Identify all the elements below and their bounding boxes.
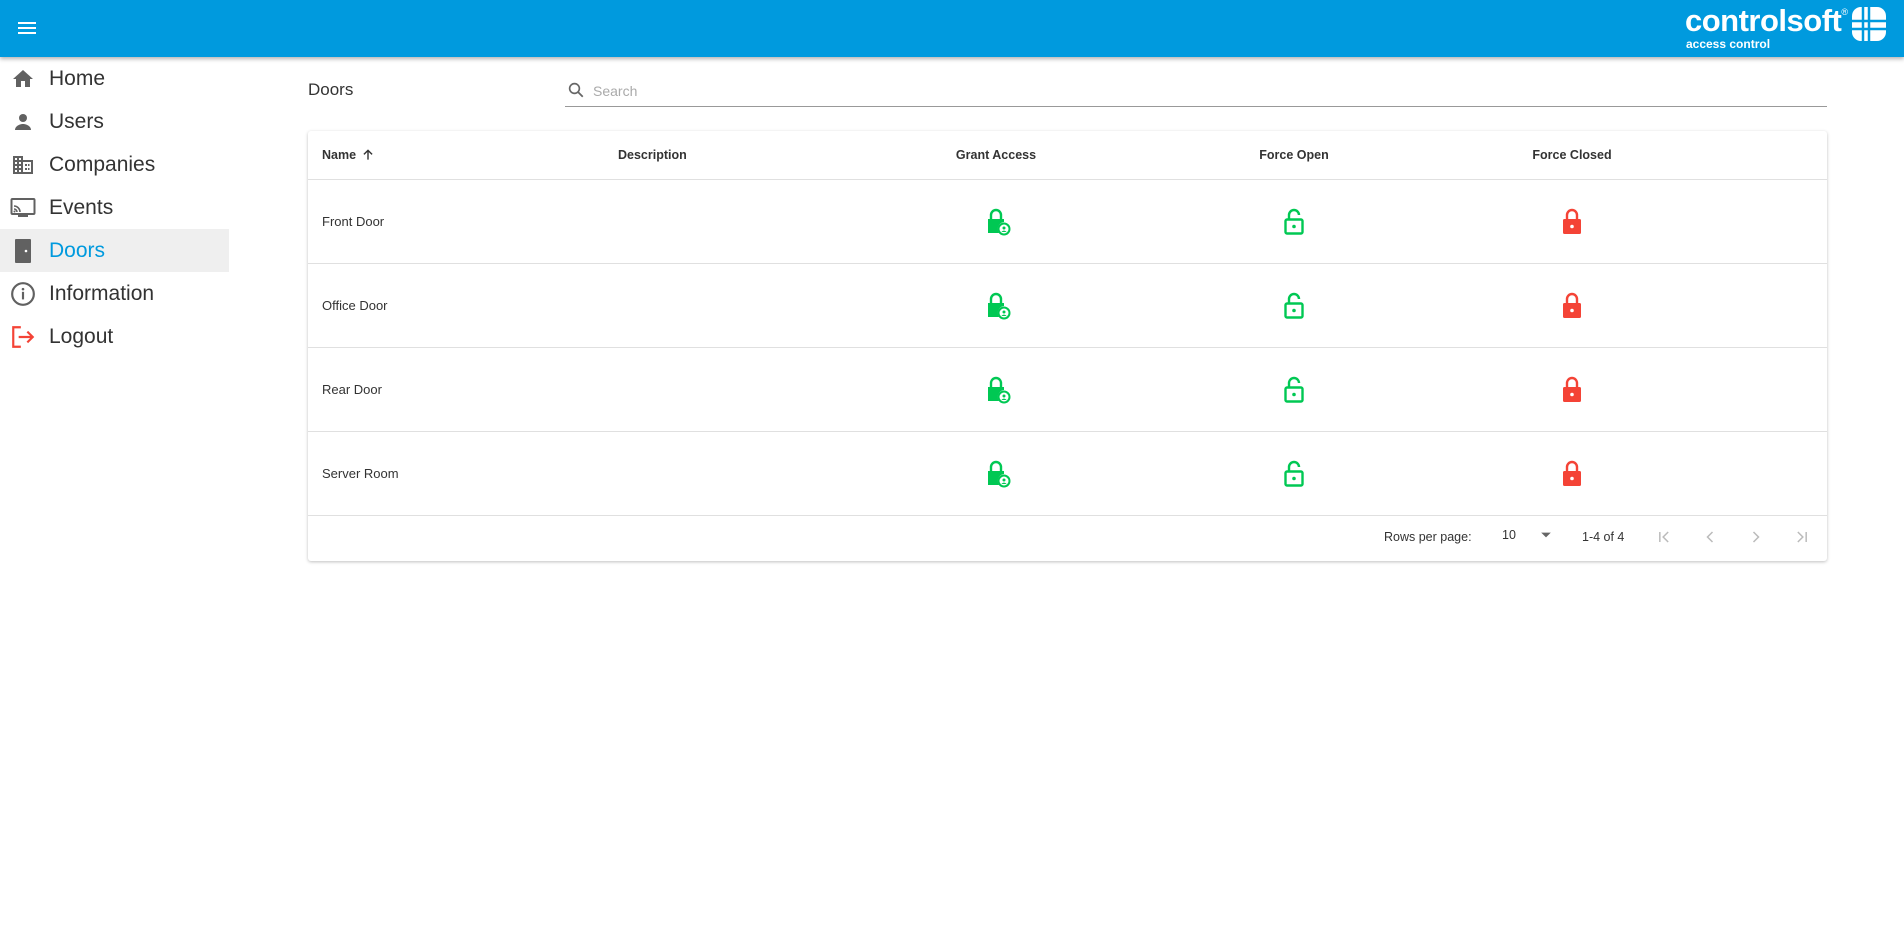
controlsoft-logo: controlsoft access control ® <box>1685 5 1886 53</box>
sidebar-item-label: Doors <box>49 238 106 262</box>
table-row: Office Door <box>308 264 1827 348</box>
force-closed-icon[interactable] <box>1557 291 1587 321</box>
table-header: Name Description Grant Access Force Open… <box>308 131 1827 180</box>
business-icon <box>10 152 36 178</box>
door-name: Office Door <box>322 298 388 313</box>
search-field[interactable] <box>565 80 1827 107</box>
search-icon <box>568 82 584 98</box>
sidebar-item-label: Logout <box>49 324 114 348</box>
force-closed-icon[interactable] <box>1557 207 1587 237</box>
doors-table: Name Description Grant Access Force Open… <box>308 131 1827 561</box>
column-description-header: Description <box>618 148 687 162</box>
cast-icon <box>10 195 36 221</box>
force-open-icon[interactable] <box>1279 207 1309 237</box>
column-grant-access-header: Grant Access <box>955 148 1037 162</box>
sidebar-item-companies[interactable]: Companies <box>0 143 229 186</box>
column-force-closed-header: Force Closed <box>1532 148 1612 162</box>
first-page-button[interactable] <box>1654 527 1674 550</box>
table-row: Server Room <box>308 432 1827 516</box>
sidebar-item-information[interactable]: Information <box>0 272 229 315</box>
grant-access-icon[interactable] <box>982 375 1012 405</box>
first-page-icon <box>1659 531 1669 543</box>
sort-ascending-icon[interactable] <box>361 148 375 162</box>
force-open-icon[interactable] <box>1279 291 1309 321</box>
force-closed-icon[interactable] <box>1557 375 1587 405</box>
grant-access-icon[interactable] <box>982 459 1012 489</box>
next-page-button[interactable] <box>1746 527 1766 550</box>
table-row: Front Door <box>308 180 1827 264</box>
door-name: Front Door <box>322 214 385 229</box>
force-open-icon[interactable] <box>1279 459 1309 489</box>
column-name-header[interactable]: Name <box>322 131 375 179</box>
sidebar-item-label: Users <box>49 109 104 133</box>
app-bar: controlsoft access control ® <box>0 0 1904 57</box>
previous-page-button[interactable] <box>1700 527 1720 550</box>
sidebar: Home Users Companies Events Doors Information… <box>0 57 229 358</box>
last-page-button[interactable] <box>1792 527 1812 550</box>
column-label: Name <box>322 148 357 162</box>
search-input[interactable] <box>593 80 1827 99</box>
door-icon <box>10 238 36 264</box>
logo-wordmark: controlsoft <box>1684 3 1842 38</box>
force-open-icon[interactable] <box>1279 375 1309 405</box>
table-pagination: Rows per page: 10 1-4 of 4 <box>308 515 1827 561</box>
sidebar-item-home[interactable]: Home <box>0 57 229 100</box>
door-name: Rear Door <box>322 382 382 397</box>
sidebar-item-label: Information <box>49 281 155 305</box>
force-closed-icon[interactable] <box>1557 459 1587 489</box>
column-force-open-header: Force Open <box>1259 148 1329 162</box>
info-icon <box>10 281 36 307</box>
table-row: Rear Door <box>308 348 1827 432</box>
rows-per-page-select[interactable]: 10 <box>1502 528 1552 542</box>
page-title: Doors <box>308 80 354 99</box>
grant-access-icon[interactable] <box>982 291 1012 321</box>
last-page-icon <box>1797 531 1807 543</box>
chevron-left-icon <box>1706 531 1714 543</box>
pagination-range: 1-4 of 4 <box>1582 530 1625 544</box>
sidebar-item-users[interactable]: Users <box>0 100 229 143</box>
grant-access-icon[interactable] <box>982 207 1012 237</box>
sidebar-item-doors[interactable]: Doors <box>0 229 229 272</box>
sidebar-item-label: Home <box>49 66 106 90</box>
dropdown-arrow-icon <box>1541 532 1551 538</box>
logo-subtitle: access control <box>1685 37 1771 51</box>
chevron-right-icon <box>1752 531 1760 543</box>
home-icon <box>10 66 36 92</box>
door-name: Server Room <box>322 466 399 481</box>
sidebar-item-logout[interactable]: Logout <box>0 315 229 358</box>
rows-per-page-value: 10 <box>1502 528 1516 542</box>
person-icon <box>10 109 36 135</box>
rows-per-page-label: Rows per page: <box>1384 530 1472 544</box>
logout-icon <box>10 324 36 350</box>
menu-icon[interactable] <box>18 19 36 37</box>
sidebar-item-events[interactable]: Events <box>0 186 229 229</box>
sidebar-item-label: Companies <box>49 152 156 176</box>
sidebar-item-label: Events <box>49 195 114 219</box>
